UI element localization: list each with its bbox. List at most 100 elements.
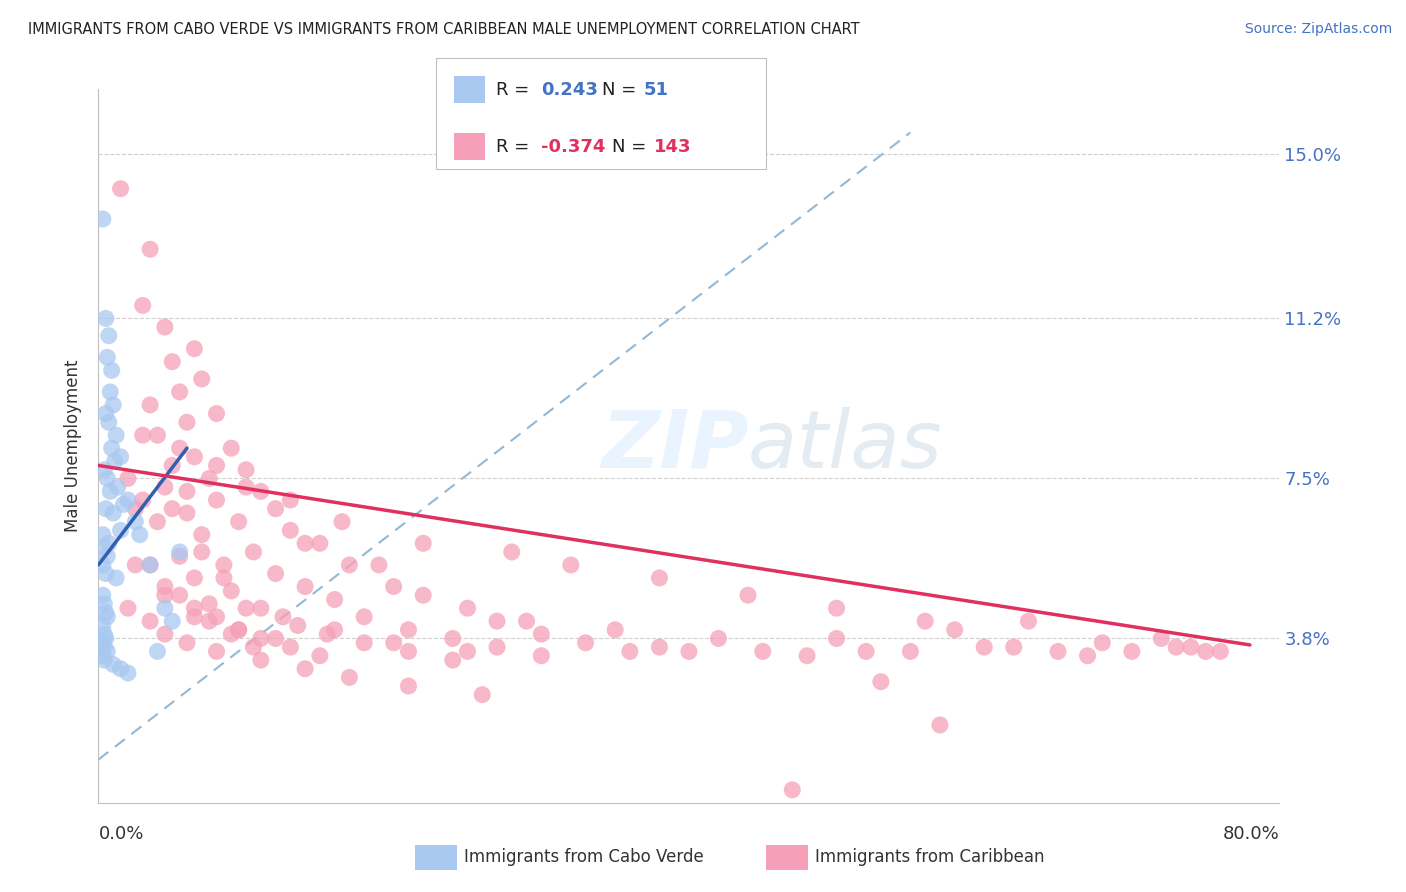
Point — [94, 606, 117, 620]
Point — [309, 648, 332, 663]
Point — [153, 627, 176, 641]
Point — [205, 644, 228, 658]
Point — [91, 588, 114, 602]
Point — [96, 549, 118, 564]
Point — [278, 493, 302, 508]
Point — [353, 636, 375, 650]
Point — [146, 644, 169, 658]
Text: 143: 143 — [654, 138, 692, 156]
Point — [1046, 644, 1069, 658]
Point — [117, 601, 139, 615]
Point — [117, 493, 139, 508]
Point — [678, 644, 700, 658]
Point — [176, 506, 198, 520]
Point — [100, 363, 122, 377]
Point — [169, 441, 191, 455]
Point — [153, 320, 176, 334]
Point — [146, 428, 169, 442]
Point — [93, 627, 115, 641]
Point — [943, 623, 966, 637]
Point — [648, 640, 671, 654]
Point — [412, 536, 434, 550]
Point — [162, 614, 183, 628]
Point — [648, 571, 671, 585]
Point — [96, 471, 118, 485]
Point — [928, 718, 950, 732]
Point — [316, 627, 339, 641]
Point — [169, 384, 191, 399]
Point — [128, 527, 150, 541]
Point — [91, 636, 114, 650]
Point — [278, 640, 302, 654]
Point — [176, 484, 198, 499]
Point — [93, 597, 115, 611]
Point — [205, 458, 228, 473]
Point — [183, 601, 205, 615]
Point — [250, 601, 273, 615]
Point — [94, 566, 117, 581]
Point — [486, 640, 509, 654]
Point — [235, 601, 257, 615]
Point — [368, 558, 391, 572]
Point — [191, 545, 214, 559]
Point — [339, 670, 360, 684]
Point — [124, 558, 146, 572]
Point — [751, 644, 773, 658]
Point — [396, 623, 419, 637]
Point — [973, 640, 995, 654]
Point — [287, 618, 309, 632]
Point — [264, 632, 287, 646]
Point — [250, 653, 273, 667]
Point — [228, 623, 250, 637]
Text: Immigrants from Cabo Verde: Immigrants from Cabo Verde — [464, 848, 704, 866]
Point — [294, 662, 316, 676]
Point — [242, 545, 264, 559]
Point — [869, 674, 891, 689]
Point — [132, 428, 155, 442]
Point — [737, 588, 759, 602]
Point — [619, 644, 641, 658]
Point — [124, 501, 146, 516]
Point — [104, 454, 127, 468]
Point — [107, 480, 129, 494]
Point — [1195, 644, 1218, 658]
Point — [110, 662, 132, 676]
Point — [103, 398, 125, 412]
Point — [456, 644, 478, 658]
Point — [94, 501, 117, 516]
Point — [471, 688, 494, 702]
Point — [855, 644, 877, 658]
Point — [264, 501, 287, 516]
Point — [323, 592, 346, 607]
Point — [530, 648, 553, 663]
Point — [124, 515, 146, 529]
Point — [93, 463, 115, 477]
Point — [1091, 636, 1114, 650]
Point — [396, 679, 419, 693]
Text: R =: R = — [496, 81, 536, 99]
Point — [205, 610, 228, 624]
Text: 0.0%: 0.0% — [98, 825, 143, 843]
Text: R =: R = — [496, 138, 536, 156]
Text: 51: 51 — [644, 81, 669, 99]
Point — [191, 372, 214, 386]
Point — [205, 493, 228, 508]
Point — [1121, 644, 1143, 658]
Point — [103, 657, 125, 672]
Point — [176, 636, 198, 650]
Point — [93, 541, 115, 555]
Point — [235, 480, 257, 494]
Point — [501, 545, 523, 559]
Point — [900, 644, 922, 658]
Point — [96, 351, 118, 365]
Point — [139, 614, 162, 628]
Point — [91, 618, 114, 632]
Point — [486, 614, 509, 628]
Point — [153, 588, 176, 602]
Point — [153, 480, 176, 494]
Text: Immigrants from Caribbean: Immigrants from Caribbean — [815, 848, 1045, 866]
Point — [250, 632, 273, 646]
Point — [93, 640, 115, 654]
Point — [242, 640, 264, 654]
Point — [228, 515, 250, 529]
